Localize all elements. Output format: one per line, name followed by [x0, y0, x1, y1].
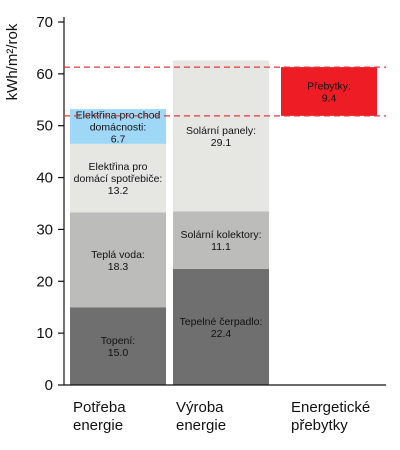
bar-segment — [281, 67, 377, 116]
bar-segment — [173, 60, 269, 212]
bar-segment-label: Solární kolektory: 11.1 — [180, 229, 261, 253]
ticks-layer: 0 10 20 30 40 50 60 70 — [36, 14, 64, 394]
bar-segment-label: Tepelné čerpadlo: 22.4 — [180, 316, 263, 340]
y-tick-label: 40 — [36, 170, 53, 187]
y-tick-label: 10 — [36, 325, 53, 342]
x-category-label: Energetické přebytky — [291, 399, 370, 434]
bar-segment-label: Přebytky: 9.4 — [307, 80, 351, 104]
y-tick-label: 60 — [36, 66, 53, 83]
x-category-label: Potřeba energie — [73, 399, 126, 434]
bar-segment — [70, 307, 166, 385]
bar-segment-label: Solární panely: 29.1 — [186, 125, 256, 149]
bar-segment — [70, 212, 166, 308]
x-category-label: Výroba energie — [176, 399, 226, 434]
reference-lines — [64, 66, 386, 117]
bar-segment — [70, 143, 166, 213]
y-tick-label: 0 — [45, 377, 53, 394]
bar-segment-label: Topení: 15.0 — [101, 335, 135, 359]
bar-segment-label: Elektřina pro domácí spotřebiče: 13.2 — [74, 161, 163, 197]
bar-segment-label: Teplá voda: 18.3 — [91, 249, 145, 273]
bar-segment — [173, 211, 269, 269]
y-tick-label: 50 — [36, 118, 53, 135]
bar-segment — [70, 109, 166, 144]
y-tick-label: 70 — [36, 14, 53, 31]
axes-layer — [63, 17, 386, 386]
bar-segment — [173, 268, 269, 385]
y-tick-label: 20 — [36, 273, 53, 290]
bars-layer: Topení: 15.0 Teplá voda: 18.3 Elektřina pro d… — [70, 60, 377, 385]
y-tick-label: 30 — [36, 221, 53, 238]
y-axis-label: kWh/m²/rok — [4, 23, 21, 100]
category-labels: Potřeba energie Výroba energie Energetické př… — [73, 399, 370, 434]
